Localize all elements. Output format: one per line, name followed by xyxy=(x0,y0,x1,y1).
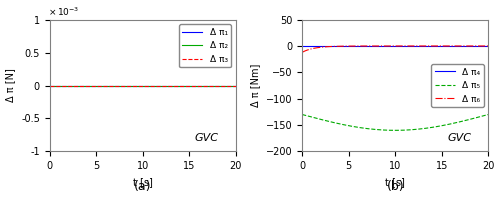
Δ π₃ xyxy=(122,84,128,87)
X-axis label: t [s]: t [s] xyxy=(386,177,405,187)
Δ π₃ xyxy=(192,84,198,87)
Δ π₁ xyxy=(66,84,71,87)
Δ π₁ xyxy=(46,84,52,87)
Δ π₂ xyxy=(46,84,52,87)
Δ π₆ xyxy=(444,45,450,47)
Y-axis label: Δ π [N]: Δ π [N] xyxy=(6,69,16,103)
Δ π₂ xyxy=(122,84,128,87)
Text: (a): (a) xyxy=(134,180,152,194)
Δ π₃ xyxy=(66,84,71,87)
Δ π₃ xyxy=(128,84,134,87)
Line: Δ π₅: Δ π₅ xyxy=(302,115,488,130)
Δ π₅ xyxy=(427,126,433,129)
Δ π₁ xyxy=(174,84,180,87)
Δ π₆ xyxy=(318,46,324,49)
Δ π₁ xyxy=(195,84,201,87)
Δ π₃ xyxy=(195,84,201,87)
Text: GVC: GVC xyxy=(448,133,471,143)
Y-axis label: Δ π [Nm]: Δ π [Nm] xyxy=(250,64,260,107)
Δ π₅ xyxy=(318,118,324,121)
Δ π₂ xyxy=(192,84,198,87)
Δ π₅ xyxy=(381,129,387,131)
Δ π₂ xyxy=(66,84,71,87)
Δ π₆ xyxy=(448,45,454,47)
Δ π₆ xyxy=(427,45,433,47)
Δ π₅ xyxy=(444,123,450,126)
Δ π₂ xyxy=(128,84,134,87)
Δ π₄ xyxy=(374,45,380,47)
Δ π₁ xyxy=(128,84,134,87)
Δ π₅ xyxy=(392,129,398,132)
Δ π₁ xyxy=(192,84,198,87)
Δ π₃ xyxy=(46,84,52,87)
Δ π₅ xyxy=(299,113,305,116)
Δ π₂ xyxy=(195,84,201,87)
Δ π₄ xyxy=(318,45,324,47)
Legend: Δ π₁, Δ π₂, Δ π₃: Δ π₁, Δ π₂, Δ π₃ xyxy=(179,24,232,67)
Δ π₆ xyxy=(374,45,380,47)
Δ π₄ xyxy=(448,45,454,47)
Δ π₄ xyxy=(427,45,433,47)
Δ π₄ xyxy=(486,45,492,47)
Δ π₄ xyxy=(444,45,450,47)
Line: Δ π₆: Δ π₆ xyxy=(302,46,488,52)
Δ π₆ xyxy=(299,51,305,54)
Δ π₁ xyxy=(233,84,239,87)
Δ π₄ xyxy=(299,45,305,47)
Δ π₂ xyxy=(174,84,180,87)
Δ π₆ xyxy=(486,45,492,47)
Text: GVC: GVC xyxy=(195,133,219,143)
Δ π₆ xyxy=(381,45,387,47)
Text: $\times\,10^{-3}$: $\times\,10^{-3}$ xyxy=(48,6,79,18)
Δ π₅ xyxy=(374,128,380,131)
Δ π₃ xyxy=(233,84,239,87)
Δ π₄ xyxy=(381,45,387,47)
Text: (b): (b) xyxy=(386,180,404,194)
Legend: Δ π₄, Δ π₅, Δ π₆: Δ π₄, Δ π₅, Δ π₆ xyxy=(432,64,484,107)
Δ π₃ xyxy=(174,84,180,87)
Δ π₂ xyxy=(233,84,239,87)
X-axis label: t [s]: t [s] xyxy=(133,177,152,187)
Δ π₅ xyxy=(448,123,454,125)
Δ π₁ xyxy=(122,84,128,87)
Δ π₅ xyxy=(486,113,492,116)
